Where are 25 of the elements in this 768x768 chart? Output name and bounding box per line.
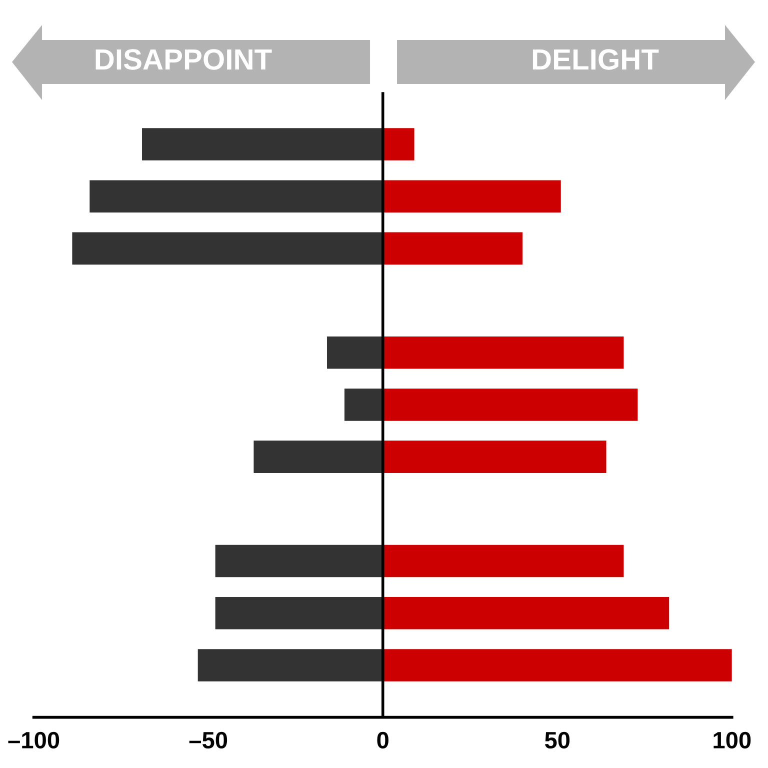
bar	[142, 128, 383, 160]
bar	[254, 440, 383, 473]
x-tick-label: 0	[377, 732, 388, 749]
bar	[382, 440, 606, 473]
bar	[382, 649, 732, 682]
bar	[382, 336, 624, 369]
bar	[382, 596, 670, 630]
bar	[382, 544, 624, 578]
bar	[215, 544, 383, 578]
bar	[382, 232, 522, 265]
bar	[382, 388, 638, 421]
x-tick-label: 100	[714, 732, 751, 749]
bar	[198, 649, 383, 682]
bar	[72, 232, 383, 265]
x-tick-label: –100	[8, 732, 60, 749]
bar	[327, 336, 383, 369]
bar	[215, 596, 383, 630]
bar	[382, 128, 414, 160]
text: DELIGHT	[532, 49, 659, 70]
bar	[344, 388, 383, 421]
bar	[382, 180, 561, 212]
text: DISAPPOINT	[96, 49, 272, 70]
x-tick-label: 50	[544, 732, 570, 749]
bar	[90, 180, 383, 212]
x-tick-label: –50	[189, 732, 228, 749]
